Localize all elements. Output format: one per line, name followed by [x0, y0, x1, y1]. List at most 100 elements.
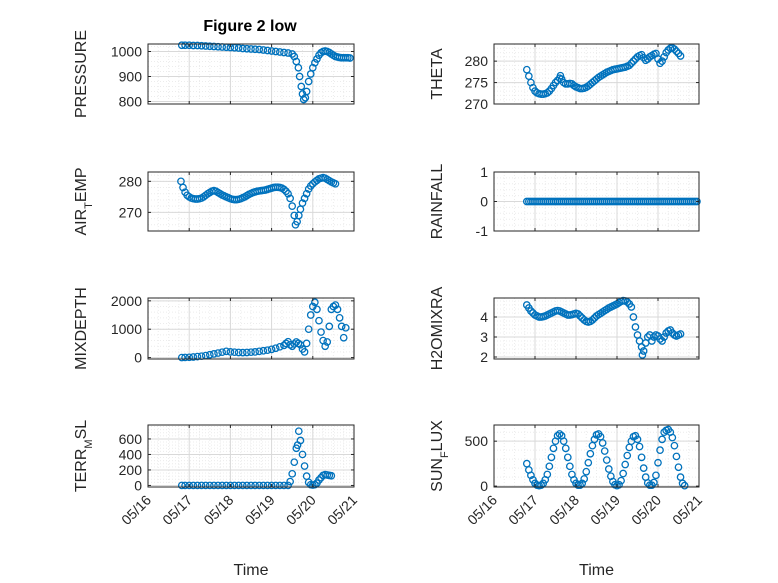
y-tick-label: 275: [465, 75, 489, 91]
data-point: [331, 301, 340, 309]
data-point: [288, 202, 297, 211]
data-point: [181, 41, 189, 50]
data-point: [302, 87, 311, 96]
data-point: [631, 323, 640, 331]
data-point: [315, 316, 323, 325]
data-point: [259, 346, 268, 355]
data-point: [284, 49, 292, 57]
data-point: [193, 41, 202, 50]
data-point: [590, 435, 599, 444]
data-point: [327, 471, 336, 480]
data-point: [670, 45, 679, 53]
y-tick-label: 270: [119, 204, 143, 220]
axes-box-0: [147, 43, 355, 105]
data-point: [251, 348, 259, 356]
y-tick-label: 2000: [111, 293, 142, 309]
data-point: [676, 330, 685, 338]
y-axis-label: TERRMSL: [73, 420, 95, 492]
y-axis-label: H2OMIXRA: [429, 286, 446, 370]
data-point: [275, 342, 284, 351]
y-tick-label: 3: [480, 329, 488, 345]
y-tick-label: 400: [119, 446, 143, 462]
data-point: [255, 347, 264, 356]
data-point: [263, 346, 272, 355]
y-tick-label: 1: [480, 164, 488, 180]
data-point: [337, 322, 346, 331]
data-point: [650, 478, 658, 487]
data-point: [295, 72, 304, 81]
data-point: [247, 45, 255, 53]
data-point: [333, 305, 342, 314]
data-point: [615, 480, 623, 489]
data-point: [263, 481, 272, 490]
axes-box-1: [493, 43, 700, 105]
data-point: [185, 41, 194, 50]
data-point: [267, 481, 276, 490]
axes-box-2: [147, 171, 355, 232]
data-point: [638, 351, 647, 359]
data-point: [627, 59, 636, 68]
data-point: [621, 460, 630, 469]
y-tick-label: 0: [134, 350, 142, 366]
data-point: [633, 435, 642, 444]
data-point: [255, 481, 264, 490]
figure-title: Figure 2 low: [203, 18, 297, 35]
data-point: [197, 41, 206, 50]
data-point: [205, 42, 214, 51]
data-point: [210, 42, 218, 51]
x-tick-label: 05/17: [505, 492, 541, 528]
data-point: [296, 436, 305, 445]
y-tick-label: 1000: [111, 321, 142, 337]
data-point: [693, 197, 701, 206]
data-point: [214, 481, 222, 490]
data-point: [547, 453, 556, 462]
x-axis-label: Time: [579, 562, 614, 579]
data-point: [230, 481, 239, 490]
axes-box-7: [493, 424, 700, 488]
y-tick-label: 0: [480, 194, 488, 210]
data-point: [306, 182, 315, 190]
data-point: [299, 95, 308, 104]
data-point: [275, 48, 284, 56]
x-tick-label: 05/16: [464, 492, 500, 528]
data-point: [637, 453, 646, 462]
data-point: [275, 481, 284, 490]
data-point: [321, 342, 330, 351]
y-tick-label: 280: [119, 173, 143, 189]
data-point: [674, 463, 683, 472]
data-point: [563, 453, 572, 462]
x-tick-label: 05/16: [118, 492, 154, 528]
x-axis-label: Time: [234, 562, 269, 579]
data-point: [311, 58, 319, 67]
data-point: [284, 189, 292, 198]
data-point: [672, 452, 681, 461]
data-point: [680, 481, 689, 490]
data-point: [313, 176, 321, 185]
data-point: [588, 316, 597, 324]
y-tick-label: 900: [119, 69, 143, 85]
data-point: [565, 462, 574, 471]
data-point: [185, 481, 194, 490]
data-point: [294, 63, 303, 72]
data-point: [286, 194, 294, 203]
data-point: [660, 333, 669, 341]
data-point: [238, 481, 247, 490]
data-point: [629, 57, 638, 65]
x-tick-label: 05/18: [200, 492, 236, 528]
data-point: [559, 437, 568, 446]
data-point: [553, 431, 562, 440]
y-tick-label: 0: [480, 478, 488, 494]
data-point: [288, 342, 297, 351]
data-point: [551, 78, 560, 87]
data-point: [658, 57, 666, 65]
axes-box-4: [147, 297, 355, 360]
data-point: [304, 77, 313, 86]
y-tick-label: 800: [119, 94, 143, 110]
y-tick-label: 4: [480, 309, 488, 325]
data-point: [294, 427, 303, 436]
data-point: [302, 189, 311, 198]
data-point: [313, 55, 321, 63]
data-point: [247, 481, 255, 490]
data-point: [639, 464, 648, 472]
